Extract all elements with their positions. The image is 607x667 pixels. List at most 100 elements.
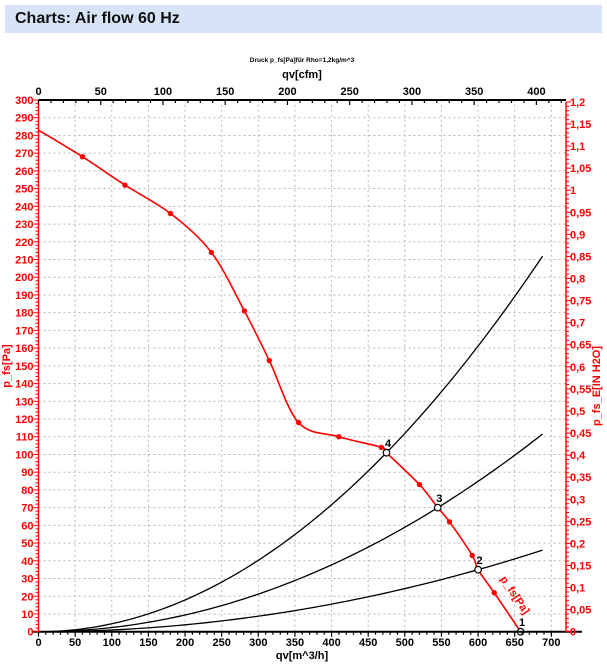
fan-curve-point: [79, 154, 86, 160]
top-tick-label: 50: [95, 86, 107, 98]
fan-curve-point: [491, 590, 497, 596]
system-curves: [38, 255, 544, 633]
right-tick-label: 0,3: [570, 494, 585, 506]
fan-curve-point: [167, 210, 174, 217]
left-tick-label: 10: [21, 609, 33, 621]
bottom-tick-label: 250: [212, 637, 230, 649]
bottom-tick-label: 650: [506, 637, 524, 649]
left-tick-label: 30: [21, 574, 33, 586]
bottom-tick-label: 300: [249, 637, 267, 649]
fan-curve-point: [208, 249, 215, 256]
fan-curve-point: [469, 552, 475, 559]
left-tick-label: 160: [15, 343, 33, 355]
right-tick-label: 1,2: [570, 97, 585, 109]
page-title-text: Charts: Air flow 60 Hz: [15, 10, 180, 27]
left-tick-label: 280: [15, 130, 33, 142]
bottom-tick-label: 550: [432, 637, 450, 649]
left-tick-label: 40: [21, 556, 33, 568]
left-tick-label: 70: [21, 503, 33, 515]
fan-curve-point: [378, 444, 385, 451]
operating-point-label-1: 1: [519, 617, 525, 629]
right-tick-label: 0,55: [570, 384, 591, 396]
right-axis-title: p_fs_E[IN H2O]: [591, 346, 603, 426]
right-tick-label: 1,05: [570, 163, 591, 175]
bottom-tick-label: 100: [103, 637, 121, 649]
page-title: Charts: Air flow 60 Hz: [5, 5, 602, 33]
right-tick-label: 0,15: [570, 560, 591, 572]
right-tick-label: 1,1: [570, 141, 585, 153]
fan-curve-point: [295, 419, 302, 426]
fan-curve-point: [336, 434, 342, 440]
right-tick-label: 0,1: [570, 583, 585, 595]
operating-point-2: [474, 565, 482, 574]
operating-point-4: [382, 448, 391, 457]
fan-curve-point: [241, 308, 248, 314]
right-tick-label: 0: [570, 627, 576, 639]
left-tick-label: 230: [15, 219, 33, 231]
fan-curve-point: [446, 519, 453, 525]
bottom-tick-label: 0: [35, 637, 41, 649]
left-tick-label: 100: [15, 449, 33, 461]
right-tick-label: 0,9: [570, 229, 585, 241]
top-tick-label: 200: [278, 86, 296, 98]
left-tick-label: 130: [15, 396, 33, 408]
system-curve-4: [38, 255, 544, 633]
right-tick-label: 0,5: [570, 406, 585, 418]
left-tick-label: 180: [15, 308, 33, 320]
right-tick-label: 0,05: [570, 605, 591, 617]
right-tick-label: 0,75: [570, 296, 591, 308]
fan-curve-point: [266, 357, 272, 364]
bottom-tick-label: 350: [286, 637, 304, 649]
axes: 0 50 100 150 200 250 300 350 400 450 500 550 600 650 7…: [15, 86, 591, 649]
bottom-tick-label: 600: [469, 637, 487, 649]
right-tick-label: 0,95: [570, 207, 591, 219]
bottom-tick-label: 500: [396, 637, 414, 649]
left-tick-label: 200: [15, 272, 33, 284]
left-tick-label: 290: [15, 113, 33, 125]
fan-curve-line: [38, 129, 522, 633]
right-tick-label: 0,4: [570, 450, 586, 462]
top-tick-label: 100: [154, 86, 172, 98]
right-tick-label: 1,15: [570, 119, 591, 131]
chart-subtitle: Druck p_fs[Pa]für Rho=1,2kg/m^3: [250, 56, 355, 64]
left-tick-label: 260: [15, 166, 33, 178]
left-tick-label: 210: [15, 255, 33, 267]
left-tick-label: 170: [15, 325, 33, 337]
right-tick-label: 1: [570, 185, 576, 197]
bottom-tick-label: 450: [359, 637, 377, 649]
left-tick-label: 20: [21, 591, 33, 603]
left-tick-label: 220: [15, 237, 33, 249]
system-curve-3: [38, 433, 543, 633]
top-tick-label: 0: [35, 86, 41, 98]
bottom-tick-label: 200: [176, 637, 194, 649]
left-tick-label: 270: [15, 148, 33, 160]
left-tick-label: 240: [15, 201, 33, 213]
left-tick-label: 250: [15, 184, 33, 196]
fan-curve-point: [122, 182, 128, 188]
left-tick-label: 50: [21, 538, 33, 550]
left-tick-label: 0: [27, 627, 33, 639]
right-tick-label: 0,35: [570, 472, 591, 484]
right-tick-label: 0,8: [570, 274, 585, 286]
left-tick-label: 140: [15, 379, 33, 391]
top-tick-label: 250: [341, 86, 359, 98]
right-tick-label: 0,2: [570, 538, 585, 550]
fan-curve: p_fs[Pa]: [38, 129, 532, 633]
left-tick-label: 110: [16, 432, 34, 444]
operating-point-label-4: 4: [385, 438, 392, 450]
right-tick-label: 0,6: [570, 362, 585, 374]
right-tick-label: 0,85: [570, 251, 591, 263]
bottom-tick-label: 700: [542, 637, 560, 649]
left-tick-label: 300: [15, 95, 33, 107]
left-axis-title: p_fs[Pa]: [1, 344, 13, 388]
left-tick-label: 150: [15, 361, 33, 373]
bottom-axis-title: qv[m^3/h]: [276, 650, 329, 662]
right-tick-label: 0,25: [570, 516, 591, 528]
left-tick-label: 120: [15, 414, 33, 426]
axis-titles: Druck p_fs[Pa]für Rho=1,2kg/m^3 qv[cfm] qv…: [1, 56, 603, 662]
right-tick-label: 0,65: [570, 340, 591, 352]
operating-point-3: [433, 503, 442, 512]
top-tick-label: 350: [465, 86, 483, 98]
right-tick-label: 0,45: [570, 428, 591, 440]
